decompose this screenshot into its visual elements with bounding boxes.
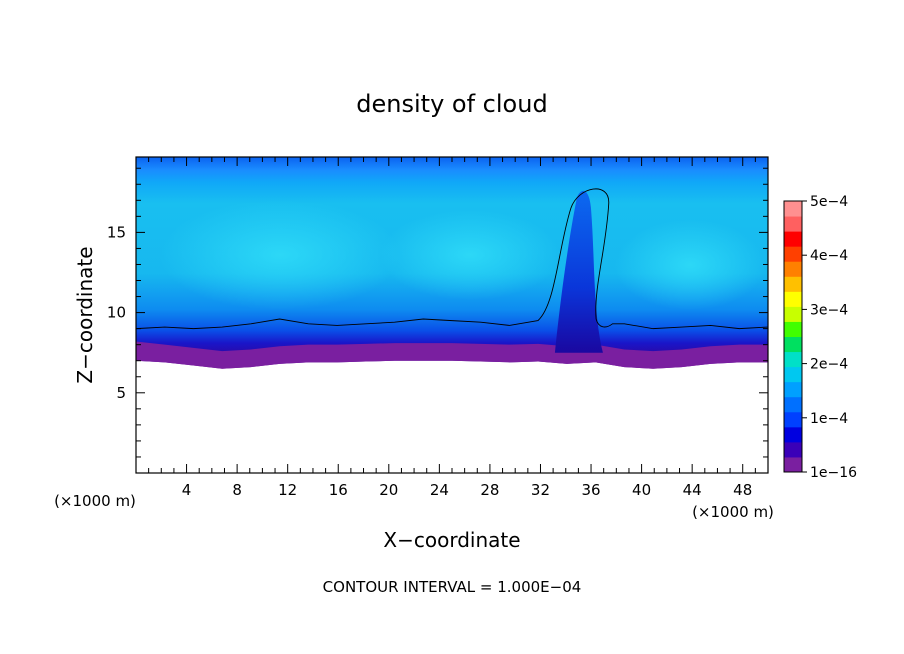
x-unit-left: (×1000 m) bbox=[54, 492, 136, 510]
y-axis-label: Z−coordinate bbox=[73, 246, 97, 383]
colorbar-swatch bbox=[784, 411, 802, 428]
bright-region-left bbox=[160, 200, 400, 310]
x-tick-label: 28 bbox=[480, 481, 499, 499]
y-axis-ticks: 5 10 15 bbox=[107, 167, 768, 458]
colorbar-swatch bbox=[784, 336, 802, 353]
y-tick-label: 10 bbox=[107, 304, 126, 322]
chart-title: density of cloud bbox=[356, 90, 547, 118]
colorbar-ticks: 1e−16 1e−4 2e−4 3e−4 4e−4 5e−4 bbox=[802, 194, 857, 481]
x-tick-label: 36 bbox=[581, 481, 600, 499]
x-tick-label: 12 bbox=[278, 481, 297, 499]
colorbar-tick-label: 4e−4 bbox=[810, 248, 848, 264]
colorbar-tick-label: 1e−16 bbox=[810, 465, 857, 481]
bright-region-center bbox=[380, 210, 560, 300]
colorbar-tick-label: 5e−4 bbox=[810, 194, 848, 210]
colorbar-swatch bbox=[784, 456, 802, 473]
colorbar-swatch bbox=[784, 306, 802, 322]
x-axis-ticks: 4 8 12 16 20 24 28 32 36 40 44 48 bbox=[148, 157, 756, 499]
colorbar-swatch bbox=[784, 426, 802, 443]
x-tick-label: 44 bbox=[683, 481, 702, 499]
colorbar-swatch bbox=[784, 246, 802, 262]
colorbar-swatch bbox=[784, 321, 802, 337]
updraft-core bbox=[554, 190, 603, 353]
colorbar-tick-label: 3e−4 bbox=[810, 302, 848, 318]
colorbar-swatch bbox=[784, 396, 802, 413]
colorbar-swatch bbox=[784, 381, 802, 398]
colorbar-swatch bbox=[784, 231, 802, 247]
contour-line bbox=[136, 188, 768, 330]
bright-region-right bbox=[615, 220, 765, 310]
colorbar-swatch bbox=[784, 276, 802, 292]
colorbar-tick-label: 1e−4 bbox=[810, 411, 848, 427]
x-tick-label: 48 bbox=[733, 481, 752, 499]
colorbar-swatch bbox=[784, 441, 802, 458]
x-tick-label: 32 bbox=[531, 481, 550, 499]
cloud-base-band bbox=[136, 341, 768, 369]
x-unit-right: (×1000 m) bbox=[692, 503, 774, 521]
y-tick-label: 5 bbox=[116, 384, 126, 402]
colorbar-swatch bbox=[784, 216, 802, 232]
colorbar-swatch bbox=[784, 261, 802, 277]
x-tick-label: 40 bbox=[632, 481, 651, 499]
x-axis-label: X−coordinate bbox=[383, 528, 520, 552]
colorbar-swatch bbox=[784, 291, 802, 307]
x-tick-label: 24 bbox=[430, 481, 449, 499]
colorbar-swatch bbox=[784, 201, 802, 217]
x-tick-label: 16 bbox=[329, 481, 348, 499]
x-tick-label: 20 bbox=[379, 481, 398, 499]
colorbar-swatch bbox=[784, 351, 802, 368]
colorbar-frame bbox=[783, 200, 803, 473]
y-tick-label: 15 bbox=[107, 223, 126, 241]
colorbar-tick-label: 2e−4 bbox=[810, 357, 848, 373]
x-tick-label: 8 bbox=[232, 481, 242, 499]
colorbar-swatch bbox=[784, 366, 802, 383]
x-tick-label: 4 bbox=[182, 481, 192, 499]
colorbar bbox=[783, 200, 803, 473]
contour-interval-note: CONTOUR INTERVAL = 1.000E−04 bbox=[323, 578, 582, 596]
heatmap-field bbox=[136, 157, 768, 369]
